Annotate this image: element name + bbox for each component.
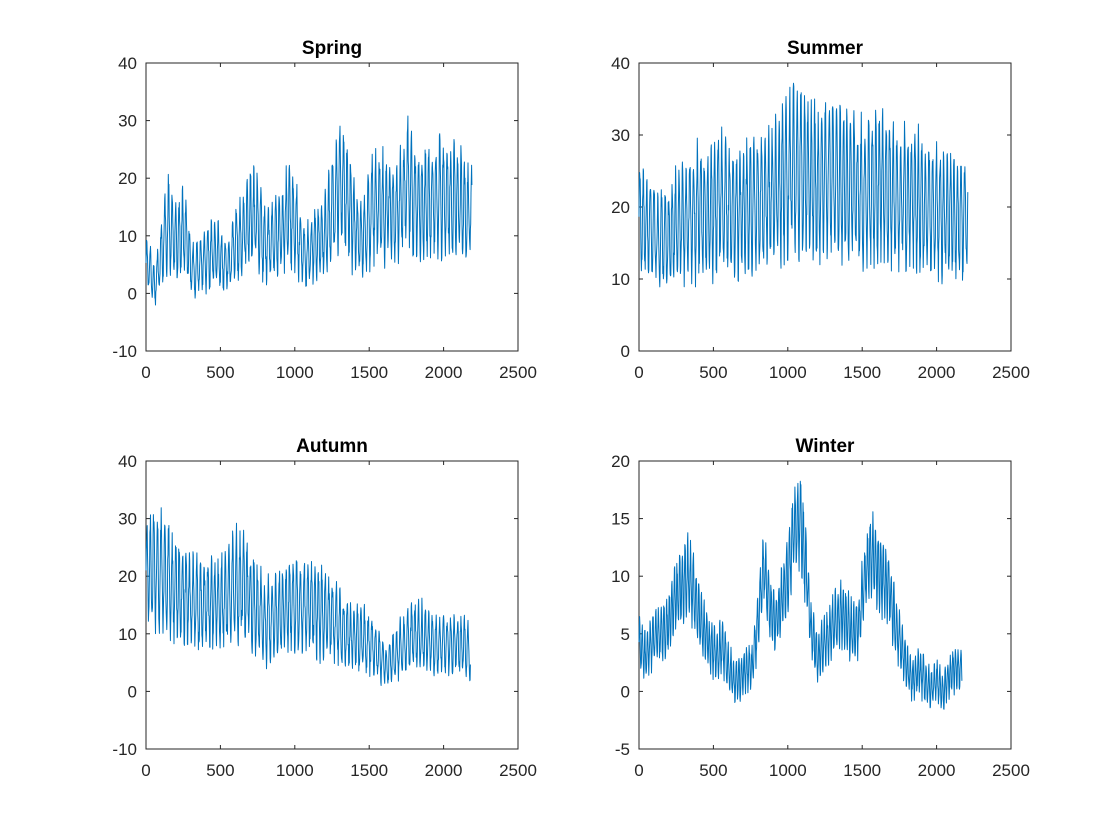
x-tick-label: 500 <box>699 363 727 382</box>
y-tick-label: 40 <box>118 54 137 73</box>
y-tick-label: 10 <box>611 270 630 289</box>
x-tick-label: 1500 <box>843 363 881 382</box>
x-tick-label: 2500 <box>499 363 537 382</box>
x-tick-label: 2500 <box>499 761 537 780</box>
x-tick-label: 2000 <box>918 363 956 382</box>
x-tick-label: 2500 <box>992 363 1030 382</box>
series-line-spring <box>145 115 473 306</box>
y-tick-label: 40 <box>118 452 137 471</box>
y-tick-label: -10 <box>112 342 137 361</box>
y-tick-label: 30 <box>611 126 630 145</box>
x-tick-label: 1500 <box>350 761 388 780</box>
y-tick-label: 30 <box>118 112 137 131</box>
y-tick-label: 15 <box>611 510 630 529</box>
y-tick-label: 40 <box>611 54 630 73</box>
y-tick-label: 0 <box>128 284 137 303</box>
y-tick-label: 20 <box>118 567 137 586</box>
subplot-title: Winter <box>796 436 856 457</box>
y-tick-label: 5 <box>621 625 630 644</box>
y-tick-label: 30 <box>118 510 137 529</box>
x-tick-label: 0 <box>141 761 150 780</box>
series-line-summer <box>638 82 969 288</box>
x-tick-label: 2000 <box>425 761 463 780</box>
x-tick-label: 1500 <box>843 761 881 780</box>
y-tick-label: 20 <box>611 452 630 471</box>
x-tick-label: 2000 <box>918 761 956 780</box>
subplot-title: Spring <box>302 38 362 59</box>
series-line-autumn <box>145 507 471 686</box>
x-tick-label: 1000 <box>769 761 807 780</box>
y-tick-label: 10 <box>611 567 630 586</box>
x-tick-label: 1000 <box>769 363 807 382</box>
subplot-summer: 0 500 1000 1500 2000 2500 0 10 20 30 40 Summer <box>611 38 1030 382</box>
subplot-title: Summer <box>787 38 864 59</box>
x-tick-label: 1500 <box>350 363 388 382</box>
x-tick-label: 500 <box>206 761 234 780</box>
x-tick-label: 1000 <box>276 363 314 382</box>
x-tick-label: 500 <box>699 761 727 780</box>
x-tick-label: 500 <box>206 363 234 382</box>
y-tick-label: 0 <box>128 682 137 701</box>
y-tick-label: -5 <box>615 740 630 759</box>
y-tick-label: 0 <box>621 682 630 701</box>
axes-box <box>638 460 1012 750</box>
subplot-title: Autumn <box>296 436 368 457</box>
x-tick-label: 0 <box>141 363 150 382</box>
series-line-winter <box>638 480 963 710</box>
x-tick-label: 0 <box>634 761 643 780</box>
y-tick-label: 10 <box>118 227 137 246</box>
y-tick-label: 10 <box>118 625 137 644</box>
x-tick-label: 2500 <box>992 761 1030 780</box>
x-tick-label: 2000 <box>425 363 463 382</box>
y-tick-label: 0 <box>621 342 630 361</box>
y-tick-label: 20 <box>118 169 137 188</box>
x-tick-label: 0 <box>634 363 643 382</box>
y-tick-label: 20 <box>611 198 630 217</box>
x-tick-label: 1000 <box>276 761 314 780</box>
y-tick-label: -10 <box>112 740 137 759</box>
